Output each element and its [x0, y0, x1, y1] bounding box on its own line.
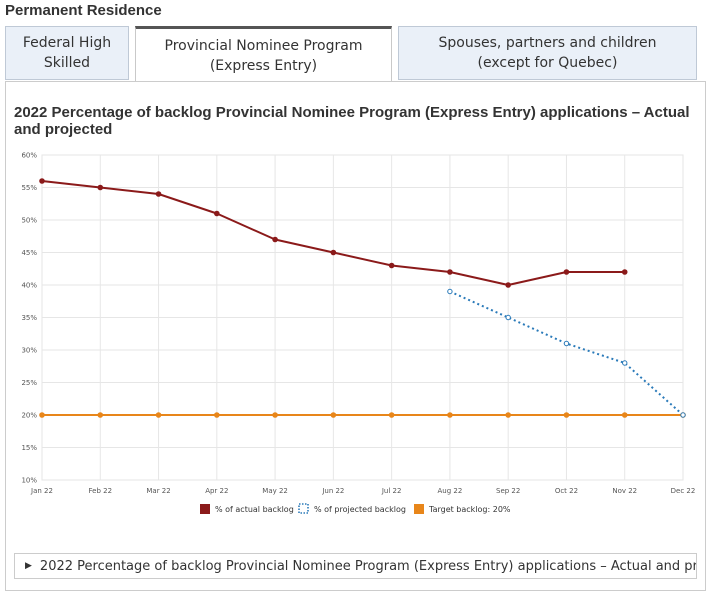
- x-tick-label: Nov 22: [612, 487, 637, 495]
- y-tick-label: 55%: [21, 184, 37, 192]
- data-point: [388, 412, 395, 418]
- data-point: [622, 360, 628, 366]
- data-point: [214, 412, 220, 418]
- expand-triangle-icon: ▶: [25, 561, 32, 571]
- legend-swatch: [414, 504, 424, 514]
- data-point: [447, 269, 453, 275]
- data-point: [563, 269, 570, 275]
- x-tick-label: Dec 22: [671, 487, 696, 495]
- data-point: [563, 412, 570, 418]
- x-tick-label: May 22: [262, 487, 288, 495]
- y-tick-label: 45%: [21, 249, 37, 257]
- data-point: [505, 282, 511, 288]
- data-point: [388, 262, 395, 269]
- data-point: [155, 412, 162, 418]
- data-table-toggle[interactable]: ▶ 2022 Percentage of backlog Provincial …: [14, 553, 697, 579]
- tab-bar: Federal High Skilled Provincial Nominee …: [0, 26, 720, 82]
- data-point: [39, 178, 45, 184]
- data-table-toggle-label: 2022 Percentage of backlog Provincial No…: [39, 558, 697, 574]
- data-point: [214, 210, 220, 217]
- x-tick-label: Oct 22: [555, 487, 578, 495]
- y-tick-label: 35%: [21, 314, 37, 322]
- legend-label: % of projected backlog: [314, 505, 406, 514]
- data-point: [505, 314, 511, 321]
- y-tick-label: 30%: [21, 347, 37, 355]
- y-tick-label: 15%: [21, 444, 37, 452]
- legend-label: % of actual backlog: [215, 505, 294, 514]
- legend-label: Target backlog: 20%: [428, 505, 511, 514]
- y-tick-label: 60%: [21, 152, 37, 160]
- tab-panel: [5, 81, 706, 591]
- tab-federal-high-skilled[interactable]: Federal High Skilled: [5, 26, 129, 80]
- x-tick-label: Aug 22: [438, 487, 463, 495]
- data-point: [330, 249, 337, 256]
- data-point: [272, 412, 278, 418]
- y-tick-label: 40%: [21, 282, 37, 290]
- y-tick-label: 20%: [21, 412, 37, 420]
- data-point: [97, 184, 104, 191]
- x-tick-label: Jan 22: [30, 487, 53, 495]
- data-point: [97, 412, 104, 418]
- legend-swatch: [298, 503, 309, 514]
- x-tick-label: Jul 22: [381, 487, 402, 495]
- data-point: [505, 412, 511, 418]
- y-tick-label: 10%: [21, 477, 37, 485]
- tab-provincial-nominee-program[interactable]: Provincial Nominee Program (Express Entr…: [135, 26, 392, 82]
- x-tick-label: Sep 22: [496, 487, 520, 495]
- x-tick-label: Feb 22: [89, 487, 113, 495]
- data-point: [621, 412, 628, 418]
- x-tick-label: Jun 22: [321, 487, 344, 495]
- data-point: [39, 412, 45, 418]
- y-tick-label: 25%: [21, 379, 37, 387]
- chart-title: 2022 Percentage of backlog Provincial No…: [14, 104, 690, 138]
- data-point: [621, 269, 628, 275]
- data-point: [447, 412, 453, 418]
- x-tick-label: Mar 22: [146, 487, 170, 495]
- data-point: [272, 236, 278, 243]
- data-point: [563, 340, 570, 347]
- legend-swatch: [200, 504, 210, 514]
- x-tick-label: Apr 22: [205, 487, 228, 495]
- y-tick-label: 50%: [21, 217, 37, 225]
- data-point: [155, 191, 162, 197]
- series-line: [449, 290, 684, 416]
- section-title: Permanent Residence: [5, 2, 162, 19]
- data-point: [680, 412, 686, 418]
- data-point: [330, 412, 337, 418]
- data-point: [447, 288, 453, 295]
- tab-spouses-partners-children[interactable]: Spouses, partners and children (except f…: [398, 26, 697, 80]
